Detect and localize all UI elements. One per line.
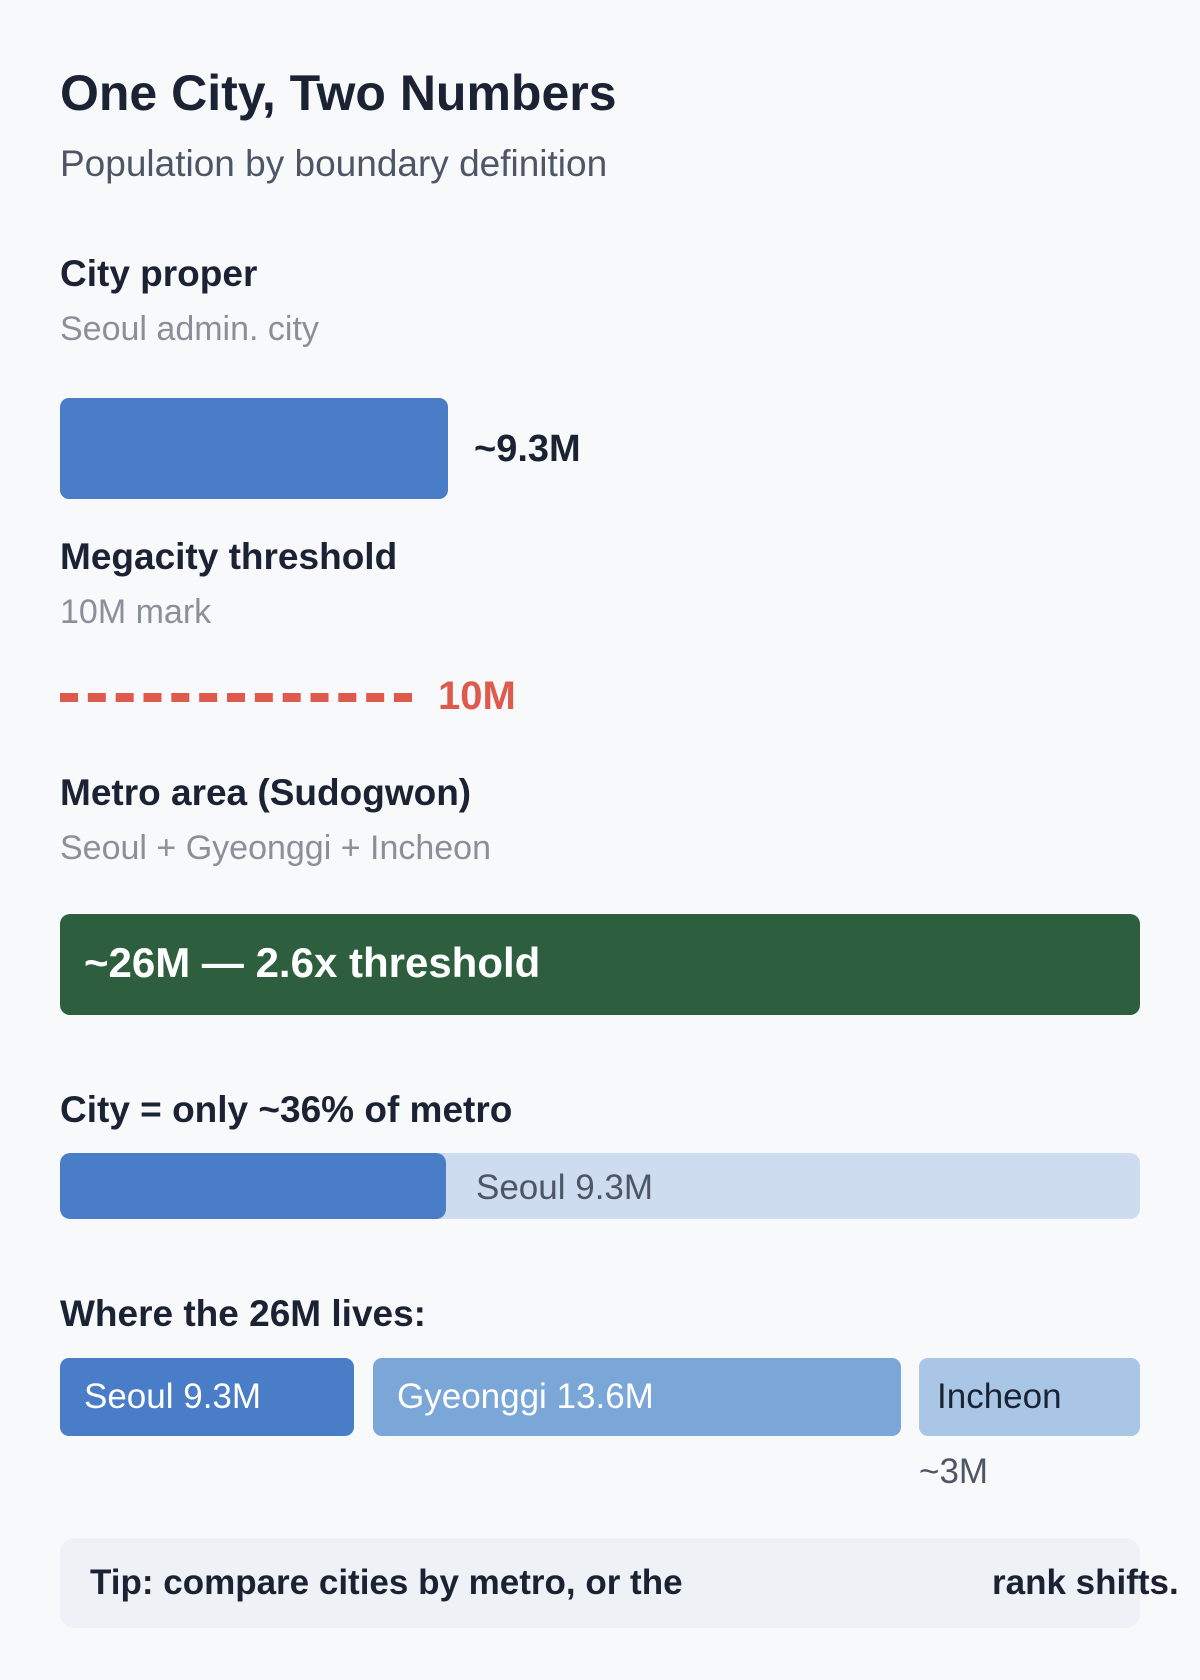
page-title: One City, Two Numbers [60, 65, 617, 121]
page-subtitle: Population by boundary definition [60, 143, 608, 184]
tip-text-part2: rank shifts. [992, 1563, 1179, 1602]
tip-box [60, 1538, 1140, 1628]
threshold-value-label: 10M [438, 674, 516, 718]
share-track [60, 1153, 1140, 1219]
breakdown-segment-incheon: Incheon [919, 1358, 1140, 1436]
city-proper-value-label: ~9.3M [474, 428, 581, 470]
city-proper-subheading: Seoul admin. city [60, 310, 319, 348]
breakdown-segment-seoul: Seoul 9.3M [60, 1358, 354, 1436]
breakdown-heading: Where the 26M lives: [60, 1293, 427, 1334]
city-proper-heading: City proper [60, 253, 258, 294]
metro-bar-label: ~26M — 2.6x threshold [84, 939, 541, 986]
share-heading: City = only ~36% of metro [60, 1089, 513, 1130]
share-label: Seoul 9.3M [476, 1168, 654, 1207]
metro-subheading: Seoul + Gyeonggi + Incheon [60, 829, 491, 867]
incheon-value-label: ~3M [919, 1452, 989, 1491]
threshold-heading: Megacity threshold [60, 536, 398, 577]
metro-bar [60, 914, 1140, 1015]
share-fill-bar [60, 1153, 446, 1219]
breakdown-segment-gyeonggi: Gyeonggi 13.6M [373, 1358, 901, 1436]
tip-text-part1: Tip: compare cities by metro, or the [90, 1563, 683, 1602]
threshold-subheading: 10M mark [60, 593, 212, 631]
metro-heading: Metro area (Sudogwon) [60, 772, 472, 813]
threshold-dashed-line [60, 693, 412, 702]
city-proper-bar [60, 398, 448, 499]
